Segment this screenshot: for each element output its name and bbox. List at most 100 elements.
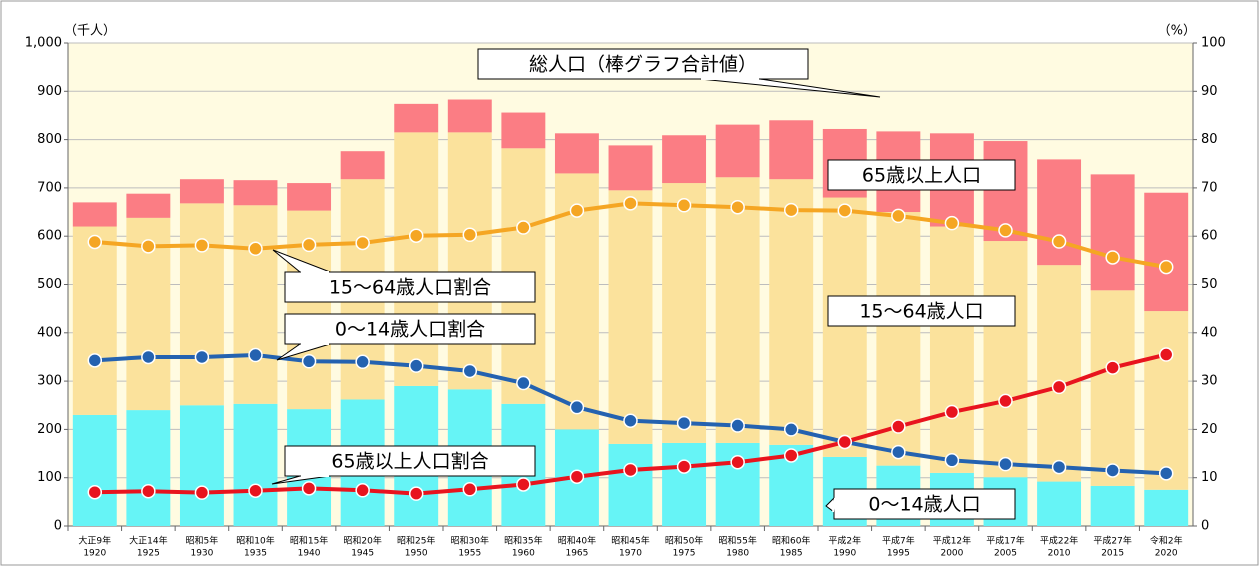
- marker: [676, 459, 692, 474]
- marker: [301, 354, 317, 369]
- marker: [462, 363, 478, 379]
- bar-segment: [179, 203, 224, 406]
- y2-tick-label: 60: [1201, 229, 1218, 244]
- bar-segment: [608, 443, 653, 526]
- marker: [676, 198, 692, 213]
- marker: [87, 234, 103, 250]
- marker: [248, 347, 263, 363]
- x-tick-label: 1925: [137, 549, 160, 559]
- x-tick-label: 昭和25年: [397, 535, 435, 547]
- callout-box: [827, 159, 1016, 191]
- y2-tick-label: 20: [1201, 422, 1218, 437]
- x-tick-label: 平成27年: [1093, 535, 1131, 547]
- x-tick-label: 1990: [833, 549, 856, 559]
- bar-segment: [608, 190, 653, 444]
- y-tick-label: 0: [54, 519, 62, 534]
- bar-segment: [1144, 489, 1189, 526]
- y2-tick-label: 50: [1201, 277, 1218, 292]
- y-tick-label: 700: [37, 180, 62, 195]
- marker: [1051, 379, 1067, 395]
- bar-segment: [179, 405, 224, 526]
- marker: [248, 483, 263, 498]
- y-tick-label: 900: [37, 84, 62, 99]
- bar-segment: [929, 226, 974, 473]
- marker: [569, 399, 585, 415]
- marker: [1105, 250, 1120, 265]
- y-tick-label: 800: [37, 132, 62, 147]
- marker: [141, 349, 156, 365]
- marker: [944, 404, 960, 420]
- marker: [623, 413, 638, 428]
- marker: [355, 235, 370, 251]
- bar-segment: [340, 151, 385, 180]
- x-tick-label: 昭和60年: [772, 535, 810, 547]
- callout-box: [477, 48, 809, 80]
- marker: [998, 223, 1013, 238]
- marker: [569, 203, 585, 218]
- bar-segment: [233, 403, 278, 526]
- marker: [783, 202, 799, 218]
- x-tick-label: 1965: [565, 549, 588, 559]
- y2-tick-label: 100: [1201, 36, 1226, 51]
- marker: [891, 419, 906, 434]
- callout-box: [827, 295, 1016, 327]
- callout-box: [284, 445, 536, 477]
- marker: [462, 482, 478, 497]
- y2-tick-label: 10: [1201, 470, 1218, 485]
- x-tick-label: 1940: [298, 549, 321, 559]
- bar-segment: [72, 414, 117, 526]
- x-tick-label: 1930: [190, 549, 213, 559]
- x-tick-label: 1955: [458, 549, 481, 559]
- bar-segment: [822, 197, 867, 457]
- x-tick-label: 1960: [512, 549, 535, 559]
- callout-box: [284, 271, 536, 303]
- bar-segment: [179, 179, 224, 204]
- x-tick-label: 昭和40年: [558, 535, 596, 547]
- x-tick-label: 令和2年: [1150, 535, 1183, 547]
- marker: [516, 477, 531, 492]
- annotation: 0～14歳人口: [868, 494, 980, 516]
- marker: [569, 469, 585, 484]
- bar-segment: [769, 120, 814, 180]
- annotation: 0～14歳人口割合: [335, 319, 485, 341]
- x-tick-label: 平成7年: [882, 535, 915, 547]
- bar-segment: [662, 442, 707, 526]
- marker: [1051, 234, 1067, 249]
- marker: [1105, 463, 1120, 478]
- x-tick-label: 昭和30年: [451, 535, 489, 547]
- bar-segment: [608, 145, 653, 191]
- y2-tick-label: 40: [1201, 325, 1218, 340]
- bar-segment: [126, 410, 171, 526]
- bar-segment: [1090, 485, 1135, 526]
- x-tick-label: 大正9年: [78, 535, 111, 547]
- y-tick-label: 500: [37, 277, 62, 292]
- marker: [1158, 466, 1174, 481]
- callout-gap: [832, 497, 836, 513]
- marker: [676, 415, 692, 431]
- x-tick-label: 大正14年: [129, 535, 167, 547]
- marker: [87, 353, 103, 368]
- bar-segment: [1090, 290, 1135, 486]
- marker: [783, 448, 799, 463]
- bar-segment: [394, 103, 439, 133]
- bar-segment: [72, 226, 117, 415]
- y2-unit: （%）: [1158, 24, 1196, 39]
- annotation: 総人口（棒グラフ合計値）: [529, 54, 757, 76]
- x-tick-label: 昭和15年: [290, 535, 328, 547]
- y2-tick-label: 80: [1201, 132, 1218, 147]
- x-tick-label: 昭和55年: [718, 535, 756, 547]
- y2-tick-label: 0: [1201, 519, 1209, 534]
- marker: [837, 203, 853, 218]
- marker: [783, 422, 799, 437]
- marker: [1158, 259, 1174, 275]
- x-tick-label: 平成2年: [828, 535, 861, 547]
- marker: [194, 238, 210, 253]
- x-tick-label: 1995: [887, 549, 910, 559]
- bar-segment: [1090, 174, 1135, 291]
- marker: [891, 208, 906, 224]
- x-tick-label: 1950: [405, 549, 428, 559]
- bar-segment: [287, 183, 332, 211]
- bar-segment: [501, 112, 546, 149]
- annotation: 15～64歳人口: [859, 301, 983, 323]
